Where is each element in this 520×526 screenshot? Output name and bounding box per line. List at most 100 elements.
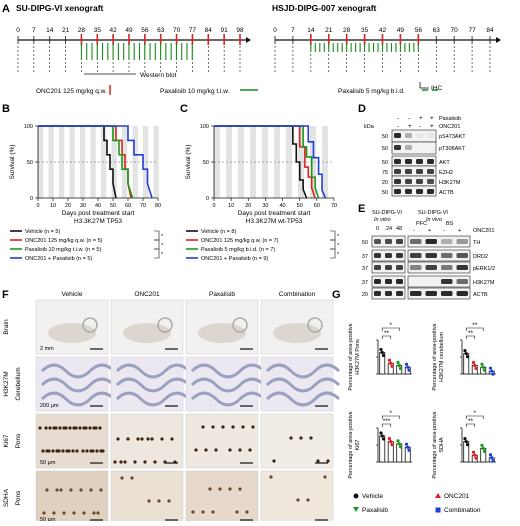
bar-significance-bracket xyxy=(381,335,392,339)
blot-band xyxy=(396,279,403,284)
bar-significance-label: *** xyxy=(383,418,391,425)
histology-column-title: Combination xyxy=(279,291,316,298)
bar-data-point xyxy=(379,431,383,435)
stained-cell xyxy=(38,426,42,430)
stained-cell xyxy=(326,459,330,463)
timeline-day-label: 7 xyxy=(291,27,295,34)
cerebellum-fold xyxy=(40,391,116,407)
legend-paxalisib-5: Paxalisib 5 mg/kg b.i.d. xyxy=(338,88,405,95)
stained-cell xyxy=(299,436,303,440)
timeline-day-label: 28 xyxy=(343,27,351,34)
blot-strip xyxy=(391,141,437,155)
stained-cell xyxy=(201,510,205,514)
molecular-weight-marker: 75 xyxy=(382,170,388,176)
bar-data-point xyxy=(465,355,470,359)
stained-cell xyxy=(42,511,46,515)
stained-cell xyxy=(84,426,88,430)
molecular-weight-marker: 20 xyxy=(382,180,388,186)
timeline-day-label: 63 xyxy=(157,27,165,34)
bar-data-point xyxy=(481,365,485,369)
blot-row-label: DRD2 xyxy=(473,254,488,260)
bar-data-point xyxy=(491,372,495,376)
cerebellum-fold xyxy=(115,391,191,407)
molecular-weight-marker: 50 xyxy=(382,146,388,152)
dosing-band xyxy=(298,126,304,198)
survival-series-line xyxy=(214,125,327,199)
dosing-band xyxy=(143,126,149,198)
blot-row-label: pT308AKT xyxy=(439,146,466,152)
significance-star: * xyxy=(161,243,164,249)
blot-band xyxy=(385,253,392,258)
panel-label-e: E xyxy=(358,203,365,215)
blot-band xyxy=(425,291,437,296)
bar-data-point xyxy=(390,364,394,368)
lane-sign: - xyxy=(419,123,421,130)
stained-cell xyxy=(211,425,215,429)
scale-bar-label: 50 µm xyxy=(40,517,56,521)
stained-cell xyxy=(95,449,99,453)
blot-band xyxy=(456,265,468,270)
stained-cell xyxy=(231,425,235,429)
bar-data-point xyxy=(406,365,410,369)
bar-y-label-line2: H3K27M cerebellum xyxy=(439,332,445,382)
chart-subtitle: H3.3K27M wt-TP53 xyxy=(246,218,303,225)
lane-sign: + xyxy=(419,115,423,122)
stained-cell xyxy=(67,449,71,453)
legend-label: Paxalisib 5 mg/kg b.i.d. (n = 7) xyxy=(201,247,275,253)
cerebellum-shape xyxy=(307,317,323,333)
stained-cell xyxy=(62,511,66,515)
cerebellum-shape xyxy=(82,317,98,333)
significance-bracket xyxy=(330,239,336,250)
blot-band xyxy=(405,189,412,194)
stained-cell xyxy=(119,460,123,464)
blot-row-label: EZH2 xyxy=(439,170,453,176)
bar-data-point xyxy=(390,443,394,447)
cerebellum-fold xyxy=(190,363,266,379)
bar-data-point xyxy=(471,450,476,454)
bar-data-point xyxy=(473,453,477,457)
timeline-day-label: 14 xyxy=(46,27,54,34)
bar-data-point xyxy=(490,456,494,460)
stained-cell xyxy=(167,499,171,503)
bar-data-point xyxy=(474,456,478,460)
stained-cell xyxy=(58,426,62,430)
x-axis-label: Days post treatment start xyxy=(238,210,311,217)
stained-cell xyxy=(238,487,242,491)
bar-data-point xyxy=(389,440,393,444)
in-vitro-title: SU-DIPG-VI xyxy=(372,210,402,216)
x-tick-label: 10 xyxy=(228,203,234,209)
x-tick-label: 20 xyxy=(245,203,251,209)
stained-cell xyxy=(89,488,93,492)
blot-band xyxy=(456,253,468,258)
blot-band xyxy=(427,159,434,164)
molecular-weight-marker: 20 xyxy=(362,292,368,298)
stained-cell xyxy=(228,448,232,452)
bar-data-point xyxy=(480,443,484,447)
panel-label-g: G xyxy=(332,289,341,301)
in-vivo-title: SU-DIPG-VI xyxy=(418,210,448,216)
y-tick-label: 50 xyxy=(27,160,33,166)
bar-data-point xyxy=(387,437,392,441)
paxalisib-header: Paxalisib xyxy=(439,116,461,122)
y-tick-label: 100 xyxy=(24,124,33,130)
stained-cell xyxy=(101,449,105,453)
timeline-hsjd-dipg-007: 0 7 14 21 28 35 42 49 56 63 70 77 84 xyxy=(273,27,501,74)
blot-strip xyxy=(391,185,437,197)
histology-row-region: Pons xyxy=(15,490,22,506)
blot-band xyxy=(396,291,403,296)
bar-data-point xyxy=(397,442,401,446)
histology-column-title: Vehicle xyxy=(62,291,83,298)
stained-cell xyxy=(74,426,78,430)
scale-bar-label: 200 µm xyxy=(40,403,59,409)
stained-cell xyxy=(79,488,83,492)
bar-significance-bracket xyxy=(465,335,476,339)
timeline-day-label: 63 xyxy=(433,27,441,34)
blot-band xyxy=(416,159,423,164)
blot-band xyxy=(385,291,392,296)
stained-cell xyxy=(146,437,150,441)
blot-band xyxy=(405,169,412,174)
dosing-band xyxy=(262,126,268,198)
cerebellum-fold xyxy=(115,377,191,393)
lane-sign: + xyxy=(430,123,434,130)
